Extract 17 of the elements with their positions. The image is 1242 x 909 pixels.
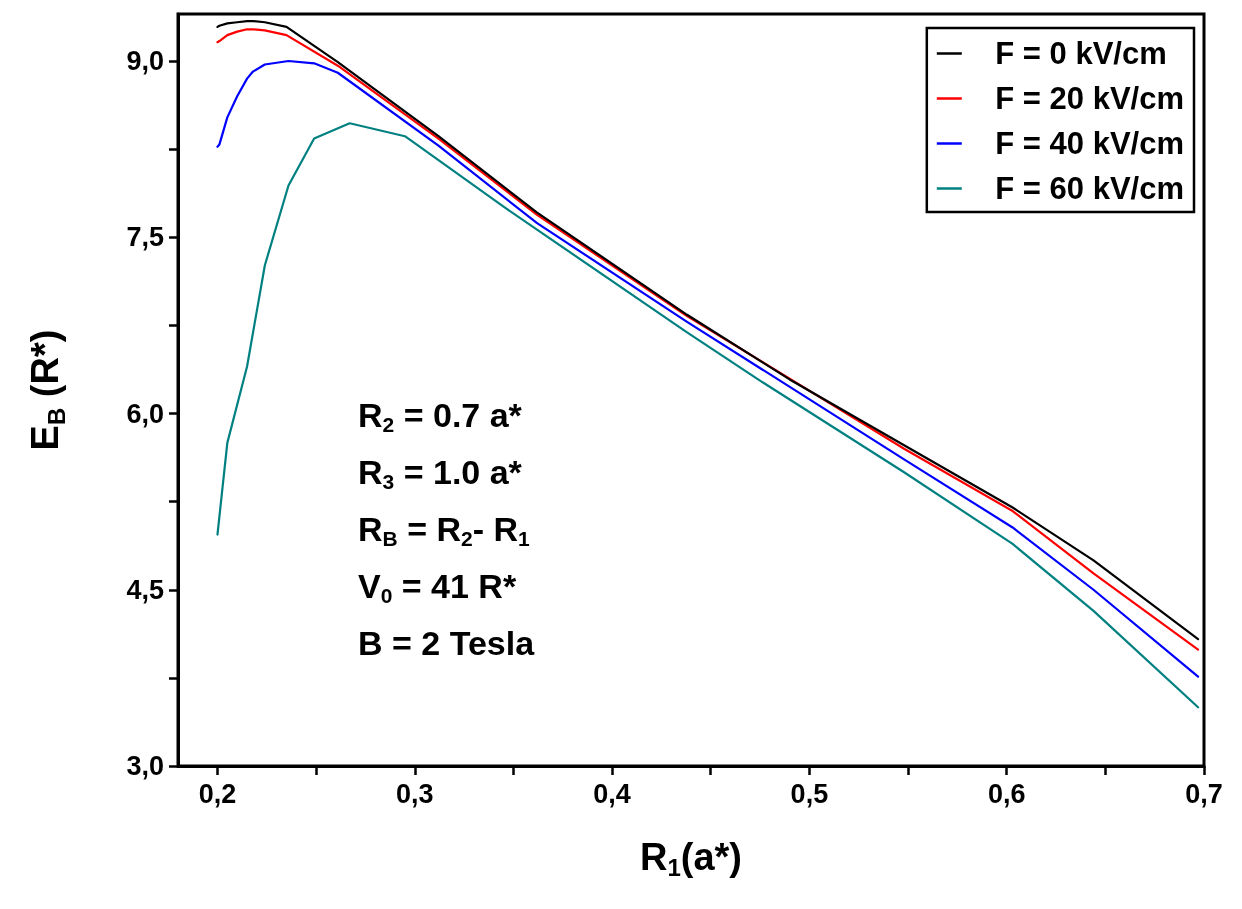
legend-label: F = 40 kV/cm bbox=[995, 126, 1185, 161]
y-tick-label: 6,0 bbox=[126, 398, 164, 429]
x-tick-label: 0,2 bbox=[198, 778, 237, 809]
y-tick-label: 3,0 bbox=[126, 751, 164, 781]
x-tick-label: 0,5 bbox=[790, 778, 829, 809]
y-tick-label: 9,0 bbox=[126, 46, 164, 76]
x-tick-label: 0,3 bbox=[396, 778, 434, 809]
x-tick-label: 0,4 bbox=[593, 778, 631, 809]
y-axis-title: EB (R*) bbox=[24, 329, 70, 451]
legend-label: F = 20 kV/cm bbox=[995, 81, 1185, 116]
legend-label: F = 0 kV/cm bbox=[995, 36, 1167, 71]
y-tick-label: 4,5 bbox=[126, 574, 164, 605]
legend-label: F = 60 kV/cm bbox=[995, 171, 1185, 206]
y-tick-label: 7,5 bbox=[126, 222, 164, 253]
x-tick-label: 0,6 bbox=[987, 778, 1026, 809]
x-tick-label: 0,7 bbox=[1185, 778, 1223, 809]
annotation: B = 2 Tesla bbox=[358, 624, 536, 662]
